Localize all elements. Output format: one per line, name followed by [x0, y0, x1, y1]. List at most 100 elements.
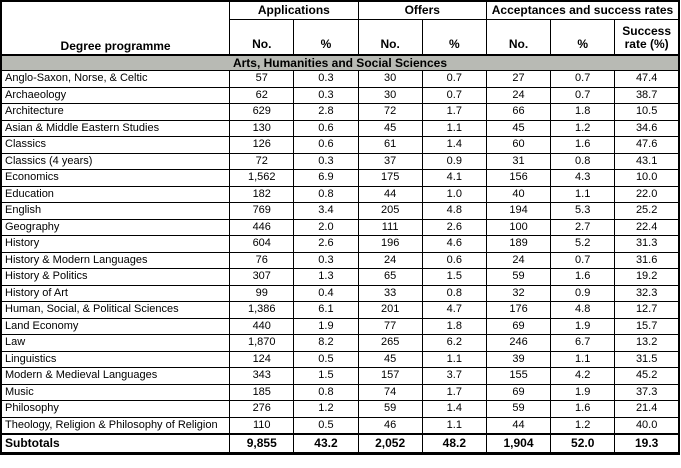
- acceptances-no-header: No.: [485, 19, 552, 56]
- programme-name: Anglo-Saxon, Norse, & Celtic: [0, 70, 231, 88]
- offers-group-header: Offers: [357, 0, 487, 20]
- offers-no-cell: 45: [357, 350, 423, 368]
- applications-no-cell: 130: [229, 119, 295, 137]
- applications-no-cell: 57: [229, 70, 295, 88]
- applications-pct-cell: 0.4: [293, 284, 359, 302]
- applications-pct-cell: 0.5: [293, 416, 359, 435]
- offers-pct-cell: 0.8: [421, 284, 487, 302]
- subtotals-offers-no: 2,052: [357, 433, 423, 454]
- programme-name: Classics (4 years): [0, 152, 231, 170]
- acceptances-group-header: Acceptances and success rates: [485, 0, 680, 20]
- applications-pct-cell: 0.6: [293, 119, 359, 137]
- success-rate-cell: 40.0: [614, 416, 680, 435]
- subtotals-acceptances-no: 1,904: [485, 433, 552, 454]
- success-rate-cell: 43.1: [614, 152, 680, 170]
- offers-no-cell: 205: [357, 202, 423, 220]
- offers-pct-cell: 1.4: [421, 400, 487, 418]
- section-header: Arts, Humanities and Social Sciences: [0, 54, 680, 71]
- acceptances-no-cell: 32: [485, 284, 552, 302]
- applications-pct-cell: 1.9: [293, 317, 359, 335]
- success-rate-cell: 31.6: [614, 251, 680, 269]
- programme-name: Music: [0, 383, 231, 401]
- applications-pct-cell: 8.2: [293, 334, 359, 352]
- acceptances-no-cell: 59: [485, 268, 552, 286]
- applications-pct-cell: 6.1: [293, 301, 359, 319]
- offers-no-cell: 30: [357, 86, 423, 104]
- programme-name: Archaeology: [0, 86, 231, 104]
- table-row: Linguistics 124 0.5 45 1.1 39 1.1 31.5: [0, 350, 680, 368]
- acceptances-no-cell: 40: [485, 185, 552, 203]
- applications-no-cell: 343: [229, 367, 295, 385]
- table-row: Theology, Religion & Philosophy of Relig…: [0, 416, 680, 435]
- programme-name: Classics: [0, 136, 231, 154]
- acceptances-no-cell: 246: [485, 334, 552, 352]
- applications-pct-cell: 0.8: [293, 383, 359, 401]
- success-rate-cell: 12.7: [614, 301, 680, 319]
- acceptances-pct-header: %: [550, 19, 616, 56]
- success-rate-cell: 15.7: [614, 317, 680, 335]
- acceptances-no-cell: 155: [485, 367, 552, 385]
- acceptances-pct-cell: 6.7: [550, 334, 616, 352]
- acceptances-pct-cell: 1.2: [550, 416, 616, 435]
- offers-pct-cell: 1.5: [421, 268, 487, 286]
- success-rate-cell: 47.4: [614, 70, 680, 88]
- acceptances-no-cell: 100: [485, 218, 552, 236]
- acceptances-no-cell: 66: [485, 103, 552, 121]
- acceptances-pct-cell: 1.6: [550, 136, 616, 154]
- acceptances-no-cell: 194: [485, 202, 552, 220]
- section-header-row: Arts, Humanities and Social Sciences: [0, 54, 680, 71]
- applications-pct-cell: 1.2: [293, 400, 359, 418]
- offers-pct-cell: 1.1: [421, 416, 487, 435]
- offers-pct-cell: 1.4: [421, 136, 487, 154]
- success-rate-cell: 47.6: [614, 136, 680, 154]
- acceptances-pct-cell: 0.9: [550, 284, 616, 302]
- table-row: History of Art 99 0.4 33 0.8 32 0.9 32.3: [0, 284, 680, 302]
- applications-no-header: No.: [229, 19, 295, 56]
- offers-pct-cell: 4.6: [421, 235, 487, 253]
- acceptances-no-cell: 59: [485, 400, 552, 418]
- applications-group-header: Applications: [229, 0, 359, 20]
- applications-no-cell: 629: [229, 103, 295, 121]
- applications-pct-cell: 0.3: [293, 70, 359, 88]
- offers-no-cell: 37: [357, 152, 423, 170]
- applications-no-cell: 440: [229, 317, 295, 335]
- applications-no-cell: 124: [229, 350, 295, 368]
- success-rate-cell: 10.5: [614, 103, 680, 121]
- table-body: Anglo-Saxon, Norse, & Celtic 57 0.3 30 0.7 27…: [0, 70, 680, 435]
- offers-pct-cell: 1.7: [421, 103, 487, 121]
- applications-pct-cell: 0.3: [293, 251, 359, 269]
- programme-name: History: [0, 235, 231, 253]
- offers-no-cell: 59: [357, 400, 423, 418]
- offers-no-cell: 65: [357, 268, 423, 286]
- applications-no-cell: 99: [229, 284, 295, 302]
- acceptances-pct-cell: 1.1: [550, 185, 616, 203]
- subtotals-label: Subtotals: [0, 433, 231, 454]
- offers-pct-cell: 4.1: [421, 169, 487, 187]
- applications-no-cell: 1,870: [229, 334, 295, 352]
- acceptances-pct-cell: 0.7: [550, 70, 616, 88]
- group-header-row: Degree programme Applications Offers Acc…: [0, 0, 680, 56]
- acceptances-no-cell: 69: [485, 383, 552, 401]
- success-rate-cell: 25.2: [614, 202, 680, 220]
- applications-no-cell: 1,562: [229, 169, 295, 187]
- offers-pct-cell: 6.2: [421, 334, 487, 352]
- programme-name: Modern & Medieval Languages: [0, 367, 231, 385]
- programme-name: History & Modern Languages: [0, 251, 231, 269]
- applications-pct-cell: 6.9: [293, 169, 359, 187]
- offers-pct-cell: 1.7: [421, 383, 487, 401]
- acceptances-pct-cell: 1.9: [550, 317, 616, 335]
- acceptances-pct-cell: 4.8: [550, 301, 616, 319]
- acceptances-pct-cell: 5.2: [550, 235, 616, 253]
- table-row: History & Modern Languages 76 0.3 24 0.6 24 0.…: [0, 251, 680, 269]
- programme-name: English: [0, 202, 231, 220]
- offers-no-cell: 44: [357, 185, 423, 203]
- success-rate-cell: 37.3: [614, 383, 680, 401]
- success-rate-cell: 22.4: [614, 218, 680, 236]
- programme-name: Architecture: [0, 103, 231, 121]
- applications-pct-cell: 2.0: [293, 218, 359, 236]
- offers-pct-cell: 1.8: [421, 317, 487, 335]
- table-row: Asian & Middle Eastern Studies 130 0.6 45 1.…: [0, 119, 680, 137]
- offers-pct-cell: 1.1: [421, 350, 487, 368]
- programme-name: Linguistics: [0, 350, 231, 368]
- table-row: Classics 126 0.6 61 1.4 60 1.6 47.6: [0, 136, 680, 154]
